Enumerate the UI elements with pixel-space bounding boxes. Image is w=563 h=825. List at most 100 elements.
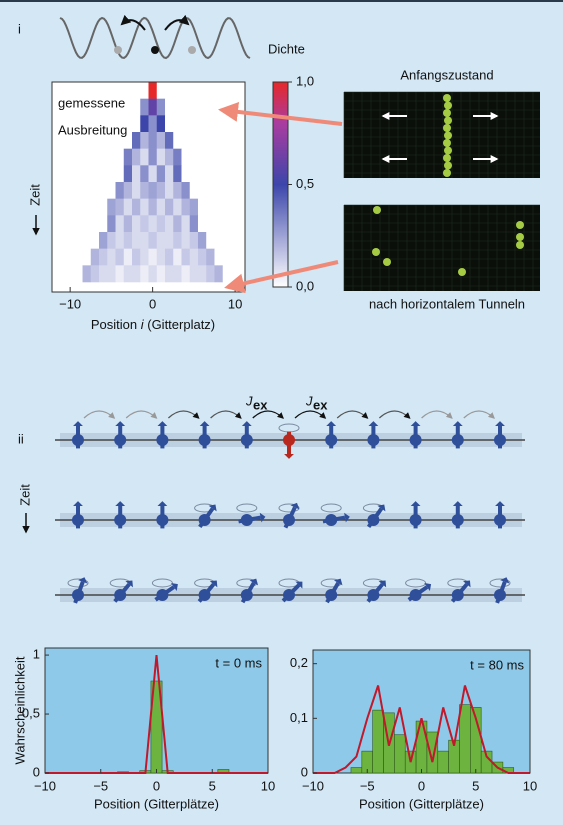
heat-cell [90, 98, 100, 116]
spin-atom [240, 434, 253, 446]
spin-atom [283, 514, 295, 526]
heat-cell [181, 182, 191, 199]
heat-cell [156, 248, 166, 266]
heat-cell [197, 165, 207, 183]
spin-atom [451, 589, 464, 601]
heat-cell [148, 165, 158, 183]
heat-cell [164, 232, 174, 249]
atom-spot [443, 124, 451, 132]
heat-cell [132, 198, 141, 216]
heat-cell [123, 265, 133, 283]
heat-cell [164, 198, 174, 216]
annotation: gemessene [58, 95, 125, 110]
heat-cell [74, 248, 83, 266]
precession-ring [236, 503, 258, 513]
spin-head [495, 421, 505, 426]
heat-cell [181, 132, 191, 149]
panel-label: ii [18, 431, 24, 446]
heat-cell [148, 98, 158, 116]
heat-cell [140, 215, 149, 233]
image-title: nach horizontalem Tunneln [369, 296, 525, 311]
heat-cell [173, 265, 182, 283]
spin-atom [72, 589, 84, 601]
heat-cell [90, 132, 100, 149]
atom-spot [516, 241, 524, 249]
heat-cell [156, 232, 166, 249]
heat-cell [214, 148, 224, 166]
spin-atom [114, 514, 127, 526]
heat-cell [107, 98, 116, 116]
hop-arrow [164, 14, 190, 31]
spin-head [377, 504, 386, 512]
heat-cell [107, 165, 116, 183]
heat-cell [173, 115, 182, 133]
heat-cell [90, 165, 100, 183]
heat-cell [206, 148, 215, 166]
heat-cell [189, 232, 199, 249]
x-axis-label: Position (Gitterplätze) [359, 796, 484, 811]
spin-head [424, 582, 432, 591]
atom [151, 46, 159, 54]
coupling-symbol: J [245, 393, 253, 408]
heat-cell [99, 215, 108, 233]
heat-cell [222, 148, 232, 166]
heat-cell [123, 132, 133, 149]
spin-head [452, 421, 463, 426]
heat-cell [214, 198, 224, 216]
y-tick-label: 0 [33, 764, 40, 779]
spin-atom [156, 434, 169, 446]
heat-cell [197, 148, 207, 166]
exchange-arrow [294, 410, 327, 419]
time-label: Zeit [17, 484, 32, 506]
spin-head [410, 421, 421, 426]
heat-cell [140, 248, 149, 266]
heat-cell [115, 132, 125, 149]
atom-spot [443, 169, 451, 177]
heat-cell [164, 265, 174, 283]
heat-cell [197, 115, 207, 133]
x-tick-label: 0 [153, 778, 160, 793]
spin-atom [325, 434, 338, 446]
heat-cell [164, 148, 174, 166]
bar [394, 734, 406, 774]
x-tick-label: −5 [360, 778, 375, 793]
atom-spot [443, 94, 451, 102]
time-annotation: t = 0 ms [215, 655, 262, 670]
bar [437, 750, 449, 774]
bar [415, 720, 428, 774]
spin-head [290, 502, 300, 510]
x-axis-label: Position (Gitterplätze) [94, 796, 219, 811]
heat-cell [90, 265, 100, 283]
atom-spot [373, 206, 381, 214]
spin-atom [409, 434, 422, 446]
heat-cell [206, 265, 215, 283]
heat-cell [181, 82, 191, 99]
heat-cell [206, 98, 215, 116]
heat-cell [222, 265, 232, 283]
atom-spot [443, 109, 451, 117]
heat-cell [148, 132, 158, 149]
heat-cell [214, 265, 224, 283]
heat-cell [197, 265, 207, 283]
spin-head [115, 501, 126, 506]
heat-cell [148, 198, 158, 216]
heat-cell [189, 265, 199, 283]
heat-cell [197, 248, 207, 266]
heat-cell [74, 132, 83, 149]
y-tick-label: 0,5 [22, 705, 40, 720]
heat-cell [181, 265, 191, 283]
heat-cell [123, 82, 133, 99]
heat-cell [156, 148, 166, 166]
heat-cell [82, 148, 92, 166]
bar [350, 767, 363, 774]
heat-cell [90, 182, 100, 199]
heat-cell [173, 215, 182, 233]
heat-cell [74, 232, 83, 249]
spin-head [378, 580, 387, 588]
heat-cell [115, 115, 125, 133]
heat-cell [123, 248, 133, 266]
heat-cell [140, 132, 149, 149]
bar [459, 704, 471, 774]
heat-cell [140, 232, 149, 249]
